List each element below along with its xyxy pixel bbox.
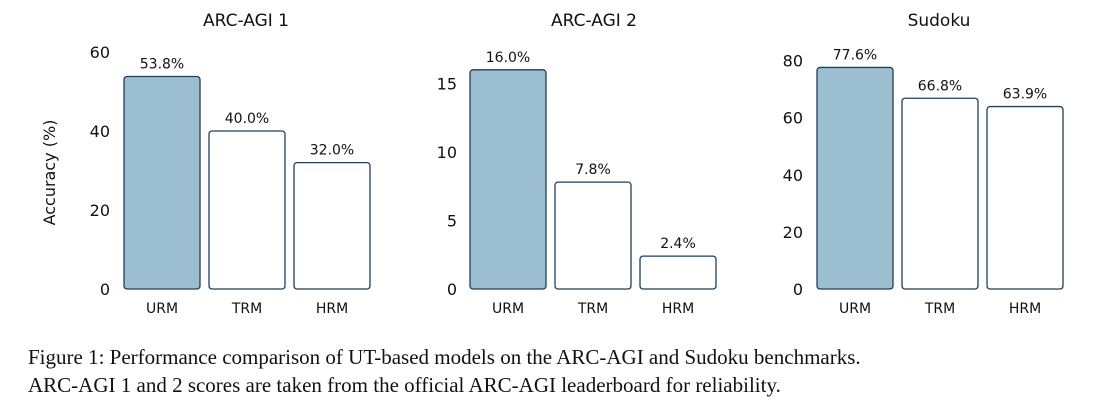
- y-tick-label: 60: [783, 109, 803, 128]
- data-label: 63.9%: [1003, 87, 1047, 103]
- y-axis-label: Accuracy (%): [40, 120, 59, 226]
- bar-hrm: [986, 105, 1064, 290]
- category-label: HRM: [662, 301, 694, 317]
- category-label: TRM: [924, 301, 955, 317]
- category-label: HRM: [316, 301, 348, 317]
- y-tick-label: 0: [793, 280, 803, 299]
- bar-trm: [901, 97, 979, 290]
- y-tick-label: 80: [783, 52, 803, 71]
- figure-caption: Figure 1: Performance comparison of UT-b…: [28, 343, 1098, 399]
- bar-hrm: [639, 255, 717, 290]
- chart-title: Sudoku: [908, 11, 971, 31]
- y-tick-label: 40: [90, 122, 110, 141]
- category-label: TRM: [577, 301, 608, 317]
- y-tick-label: 20: [90, 201, 110, 220]
- category-label: URM: [839, 301, 871, 317]
- bar-urm: [123, 75, 201, 290]
- data-label: 77.6%: [833, 47, 877, 63]
- category-label: HRM: [1009, 301, 1041, 317]
- bar-urm: [816, 66, 894, 290]
- data-label: 53.8%: [140, 56, 184, 72]
- figure: ARC-AGI 1 0 20 40 60 Accuracy (%) 53.8% URM 40.0…: [40, 11, 1064, 317]
- data-label: 40.0%: [225, 111, 269, 127]
- bar-hrm: [293, 161, 371, 290]
- data-label: 7.8%: [575, 162, 611, 178]
- data-label: 16.0%: [486, 50, 530, 66]
- category-label: TRM: [231, 301, 262, 317]
- charts-panel: ARC-AGI 1 0 20 40 60 Accuracy (%) 53.8% URM 40.0…: [40, 11, 1064, 317]
- caption-line-2: ARC-AGI 1 and 2 scores are taken from th…: [28, 373, 781, 397]
- y-tick-label: 0: [100, 280, 110, 299]
- category-label: URM: [146, 301, 178, 317]
- chart-title: ARC-AGI 1: [203, 11, 289, 31]
- y-tick-label: 60: [90, 43, 110, 62]
- bar-urm: [469, 69, 547, 290]
- y-tick-label: 10: [437, 143, 457, 162]
- data-label: 2.4%: [660, 236, 696, 252]
- y-tick-label: 0: [447, 280, 457, 299]
- y-tick-label: 15: [437, 75, 457, 94]
- caption-line-1: Figure 1: Performance comparison of UT-b…: [28, 345, 861, 369]
- y-tick-label: 20: [783, 223, 803, 242]
- chart-title: ARC-AGI 2: [551, 11, 637, 31]
- bar-trm: [554, 181, 632, 290]
- data-label: 66.8%: [918, 78, 962, 94]
- y-tick-label: 5: [447, 212, 457, 231]
- data-label: 32.0%: [310, 143, 354, 159]
- category-label: URM: [492, 301, 524, 317]
- y-tick-label: 40: [783, 166, 803, 185]
- bar-trm: [208, 130, 286, 290]
